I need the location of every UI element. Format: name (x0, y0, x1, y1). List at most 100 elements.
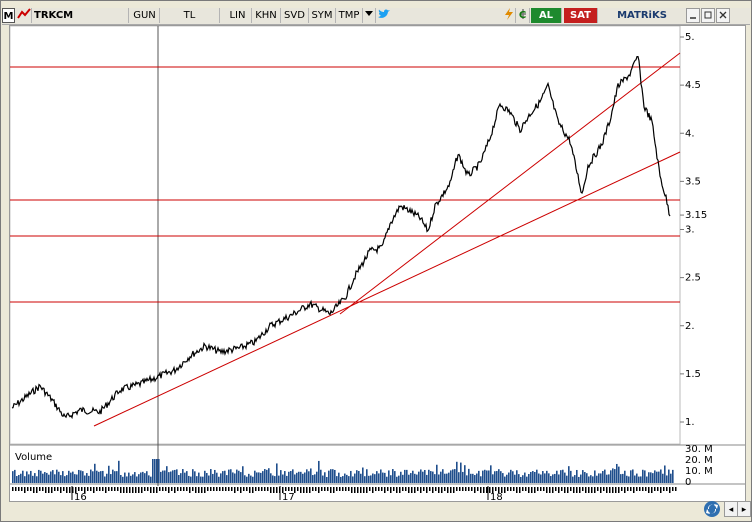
close-icon[interactable] (716, 8, 730, 23)
x-minor-tick (84, 487, 86, 493)
x-minor-tick (540, 487, 542, 491)
volume-bar (332, 469, 334, 483)
volume-bar (152, 459, 154, 483)
volume-bar (422, 471, 424, 483)
volume-bar (666, 475, 668, 483)
sell-button[interactable]: SAT (564, 8, 598, 23)
volume-bar (424, 469, 426, 483)
scroll-left-button[interactable]: ◂ (724, 501, 738, 517)
volume-bar (104, 476, 106, 483)
x-minor-tick (171, 487, 173, 491)
volume-bar (394, 471, 396, 483)
volume-bar (396, 476, 398, 483)
volume-bar (188, 475, 190, 483)
volume-bar (566, 475, 568, 483)
x-minor-tick (240, 487, 242, 493)
volume-bar (452, 469, 454, 483)
volume-bar (234, 473, 236, 483)
volume-bar (44, 472, 46, 483)
x-minor-tick (168, 487, 170, 493)
volume-bar (102, 470, 104, 483)
scale-button[interactable]: LIN (224, 8, 252, 23)
x-minor-tick (444, 487, 446, 491)
app-menu-button[interactable]: M (2, 8, 15, 23)
sync-icon[interactable] (702, 499, 722, 519)
refresh-icon[interactable]: C (516, 8, 530, 23)
x-minor-tick (309, 487, 311, 493)
volume-bar (100, 471, 102, 483)
volume-bar (58, 471, 60, 483)
volume-bar (662, 473, 664, 483)
chart-canvas[interactable]: 5. 4.5 4. 3.5 3.15 3. 2.5 2. 1.5 1. 30. M20. M10.… (10, 26, 745, 501)
volume-bar (642, 469, 644, 483)
volume-bar (584, 472, 586, 483)
symbol-field[interactable]: TRKCM (32, 8, 129, 23)
x-minor-tick (198, 487, 200, 493)
volume-bar (622, 473, 624, 483)
x-minor-tick (474, 487, 476, 493)
period-button[interactable]: GUN (130, 8, 160, 23)
minimize-icon[interactable] (686, 8, 700, 23)
x-minor-tick (180, 487, 182, 491)
volume-bar (354, 473, 356, 483)
sym-button[interactable]: SYM (309, 8, 336, 23)
x-minor-tick (372, 487, 374, 493)
khn-button[interactable]: KHN (252, 8, 281, 23)
x-minor-tick (69, 487, 71, 493)
x-minor-tick (513, 487, 515, 491)
price-line (11, 56, 671, 420)
volume-bar (472, 473, 474, 483)
volume-bar (646, 476, 648, 483)
tmp-button[interactable]: TMP (336, 8, 363, 23)
x-minor-tick (366, 487, 368, 493)
volume-bar (576, 469, 578, 483)
volume-bar (90, 469, 92, 483)
currency-button[interactable]: TL (160, 8, 220, 23)
volume-bar (650, 472, 652, 483)
x-minor-tick (51, 487, 53, 493)
x-minor-tick (45, 487, 47, 493)
x-minor-tick (396, 487, 398, 493)
volume-bar (38, 469, 40, 483)
volume-bar (312, 475, 314, 483)
volume-bar (218, 476, 220, 483)
volume-bar (316, 471, 318, 483)
volume-bar (524, 472, 526, 483)
maximize-icon[interactable] (701, 8, 715, 23)
volume-bar (330, 469, 332, 483)
x-minor-tick (435, 487, 437, 491)
trend-line[interactable] (93, 151, 681, 427)
volume-bar (346, 474, 348, 483)
volume-bar (652, 473, 654, 483)
dropdown-icon[interactable] (363, 8, 376, 23)
volume-bar (440, 471, 442, 483)
x-minor-tick (534, 487, 536, 493)
volume-bar (140, 472, 142, 483)
x-minor-tick (471, 487, 473, 491)
trend-line[interactable] (339, 52, 681, 315)
x-minor-tick (576, 487, 578, 493)
volume-bar (266, 469, 268, 483)
x-minor-tick (108, 487, 110, 491)
chart-type-icon[interactable] (16, 8, 32, 23)
volume-bar (216, 472, 218, 483)
x-minor-tick (447, 487, 449, 493)
price-chart[interactable]: 5. 4.5 4. 3.5 3.15 3. 2.5 2. 1.5 1. 30. M 20. M 10.… (9, 25, 746, 502)
twitter-icon[interactable] (376, 8, 392, 23)
volume-bar (664, 465, 666, 483)
lightning-icon[interactable] (502, 8, 516, 23)
volume-bar (546, 470, 548, 483)
volume-bar (124, 472, 126, 483)
volume-bar (400, 471, 402, 483)
volume-bar (306, 469, 308, 483)
svd-button[interactable]: SVD (281, 8, 309, 23)
volume-bar (52, 470, 54, 483)
scroll-right-button[interactable]: ▸ (737, 501, 751, 517)
volume-bar (106, 473, 108, 483)
x-minor-tick (459, 487, 461, 491)
buy-button[interactable]: AL (531, 8, 562, 23)
volume-bar (382, 472, 384, 483)
volume-bar (184, 472, 186, 483)
volume-bar (60, 475, 62, 483)
volume-bar (490, 465, 492, 483)
